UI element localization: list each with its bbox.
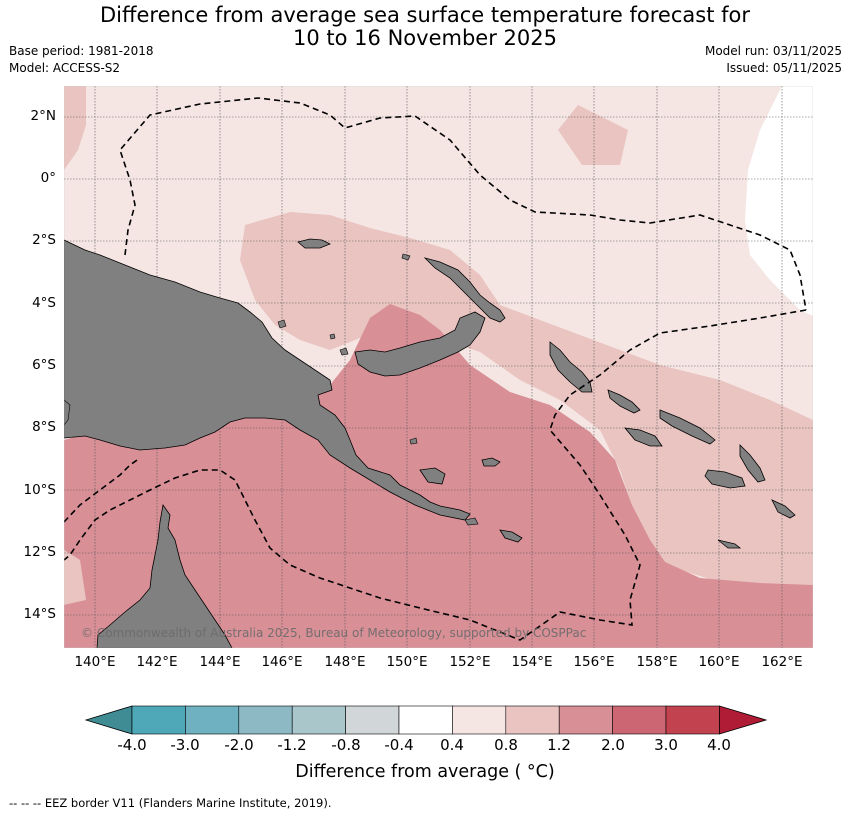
lon-label: 150°E xyxy=(386,654,428,670)
land-makira xyxy=(771,499,796,519)
chart-title: Difference from average sea surface temp… xyxy=(0,4,850,50)
land-guadalcanal xyxy=(704,469,746,489)
colorbar-extend-high xyxy=(719,705,768,735)
colorbar-tick: 3.0 xyxy=(654,736,678,754)
title-line-2: 10 to 16 November 2025 xyxy=(293,26,557,50)
land-new-guinea xyxy=(64,239,471,521)
colorbar-tick: -0.4 xyxy=(384,736,414,754)
lon-label: 154°E xyxy=(511,654,553,670)
anomaly-field-neutral xyxy=(745,86,813,316)
land-new-ireland xyxy=(423,257,506,323)
lon-label: 144°E xyxy=(199,654,241,670)
land-santa-isabel xyxy=(659,409,716,445)
lon-label: 142°E xyxy=(136,654,178,670)
land-louisiade-archipelago xyxy=(499,529,523,543)
lat-label: 0° xyxy=(40,170,56,186)
land-frederik-hendrik-island xyxy=(64,399,71,426)
lon-label: 158°E xyxy=(636,654,678,670)
eez-borders xyxy=(64,97,807,641)
lon-label: 148°E xyxy=(324,654,366,670)
colorbar-tick: 0.8 xyxy=(494,736,518,754)
title-line-1: Difference from average sea surface temp… xyxy=(100,3,750,27)
colorbar-segment xyxy=(558,705,613,735)
land-cape-york xyxy=(96,503,233,648)
model-name: Model: ACCESS-S2 xyxy=(9,61,121,75)
colorbar-segment xyxy=(505,705,560,735)
colorbar-segment xyxy=(398,705,453,735)
colorbar-segment xyxy=(238,705,293,735)
colorbar-segment xyxy=(665,705,720,735)
land-choiseul xyxy=(607,389,641,414)
land-manus xyxy=(297,238,331,249)
land-new-georgia xyxy=(624,427,663,447)
colorbar-segment xyxy=(131,705,186,735)
land-small-islands xyxy=(277,253,479,526)
colorbar-tick: 0.4 xyxy=(440,736,464,754)
anomaly-field-0.8-1.2-north xyxy=(558,105,628,165)
lat-label: 4°S xyxy=(32,295,56,311)
land-bougainville xyxy=(549,341,593,393)
lon-label: 162°E xyxy=(761,654,803,670)
sst-anomaly-map xyxy=(64,86,813,648)
colorbar-extend-low xyxy=(84,705,133,735)
lat-label: 6°S xyxy=(32,357,56,373)
anomaly-field-0.8-1.2 xyxy=(240,212,813,585)
colorbar-tick: -1.2 xyxy=(277,736,307,754)
anomaly-field-0.8-1.2-nw xyxy=(64,86,86,170)
base-period: Base period: 1981-2018 xyxy=(9,44,154,58)
lat-label: 2°S xyxy=(32,232,56,248)
lat-label: 10°S xyxy=(23,482,57,498)
land-dentrecasteaux-islands xyxy=(419,467,446,485)
metadata-left: Base period: 1981-2018 Model: ACCESS-S2 xyxy=(9,43,154,77)
metadata-right: Model run: 03/11/2025 Issued: 05/11/2025 xyxy=(705,43,842,77)
colorbar-tick: 4.0 xyxy=(707,736,731,754)
lon-label: 146°E xyxy=(261,654,303,670)
lon-label: 140°E xyxy=(74,654,116,670)
land-woodlark-island xyxy=(481,457,501,467)
lat-label: 2°N xyxy=(30,108,56,124)
copyright-watermark: © Commonwealth of Australia 2025, Bureau… xyxy=(81,626,587,640)
land-new-britain xyxy=(354,311,486,377)
anomaly-field-0.8-1.2-sw xyxy=(64,550,86,610)
colorbar xyxy=(84,705,768,735)
issued-date: Issued: 05/11/2025 xyxy=(726,61,842,75)
lat-label: 14°S xyxy=(23,606,57,622)
colorbar-tick: 1.2 xyxy=(547,736,571,754)
lon-label: 152°E xyxy=(449,654,491,670)
colorbar-segment xyxy=(452,705,507,735)
lat-label: 12°S xyxy=(23,544,57,560)
lat-label: 8°S xyxy=(32,419,56,435)
lon-label: 156°E xyxy=(573,654,615,670)
model-run: Model run: 03/11/2025 xyxy=(704,44,842,58)
colorbar-tick: -2.0 xyxy=(224,736,254,754)
colorbar-segment xyxy=(185,705,240,735)
colorbar-tick: -0.8 xyxy=(331,736,361,754)
lon-label: 160°E xyxy=(698,654,740,670)
colorbar-segment xyxy=(291,705,346,735)
colorbar-segment xyxy=(345,705,400,735)
colorbar-segment xyxy=(612,705,667,735)
land-rennell xyxy=(717,539,742,549)
colorbar-tick: 2.0 xyxy=(601,736,625,754)
colorbar-tick: -3.0 xyxy=(170,736,200,754)
eez-legend-note: -- -- -- EEZ border V11 (Flanders Marine… xyxy=(9,796,332,810)
colorbar-tick: -4.0 xyxy=(117,736,147,754)
land-malaita xyxy=(739,444,766,483)
colorbar-label: Difference from average ( °C) xyxy=(295,762,555,782)
